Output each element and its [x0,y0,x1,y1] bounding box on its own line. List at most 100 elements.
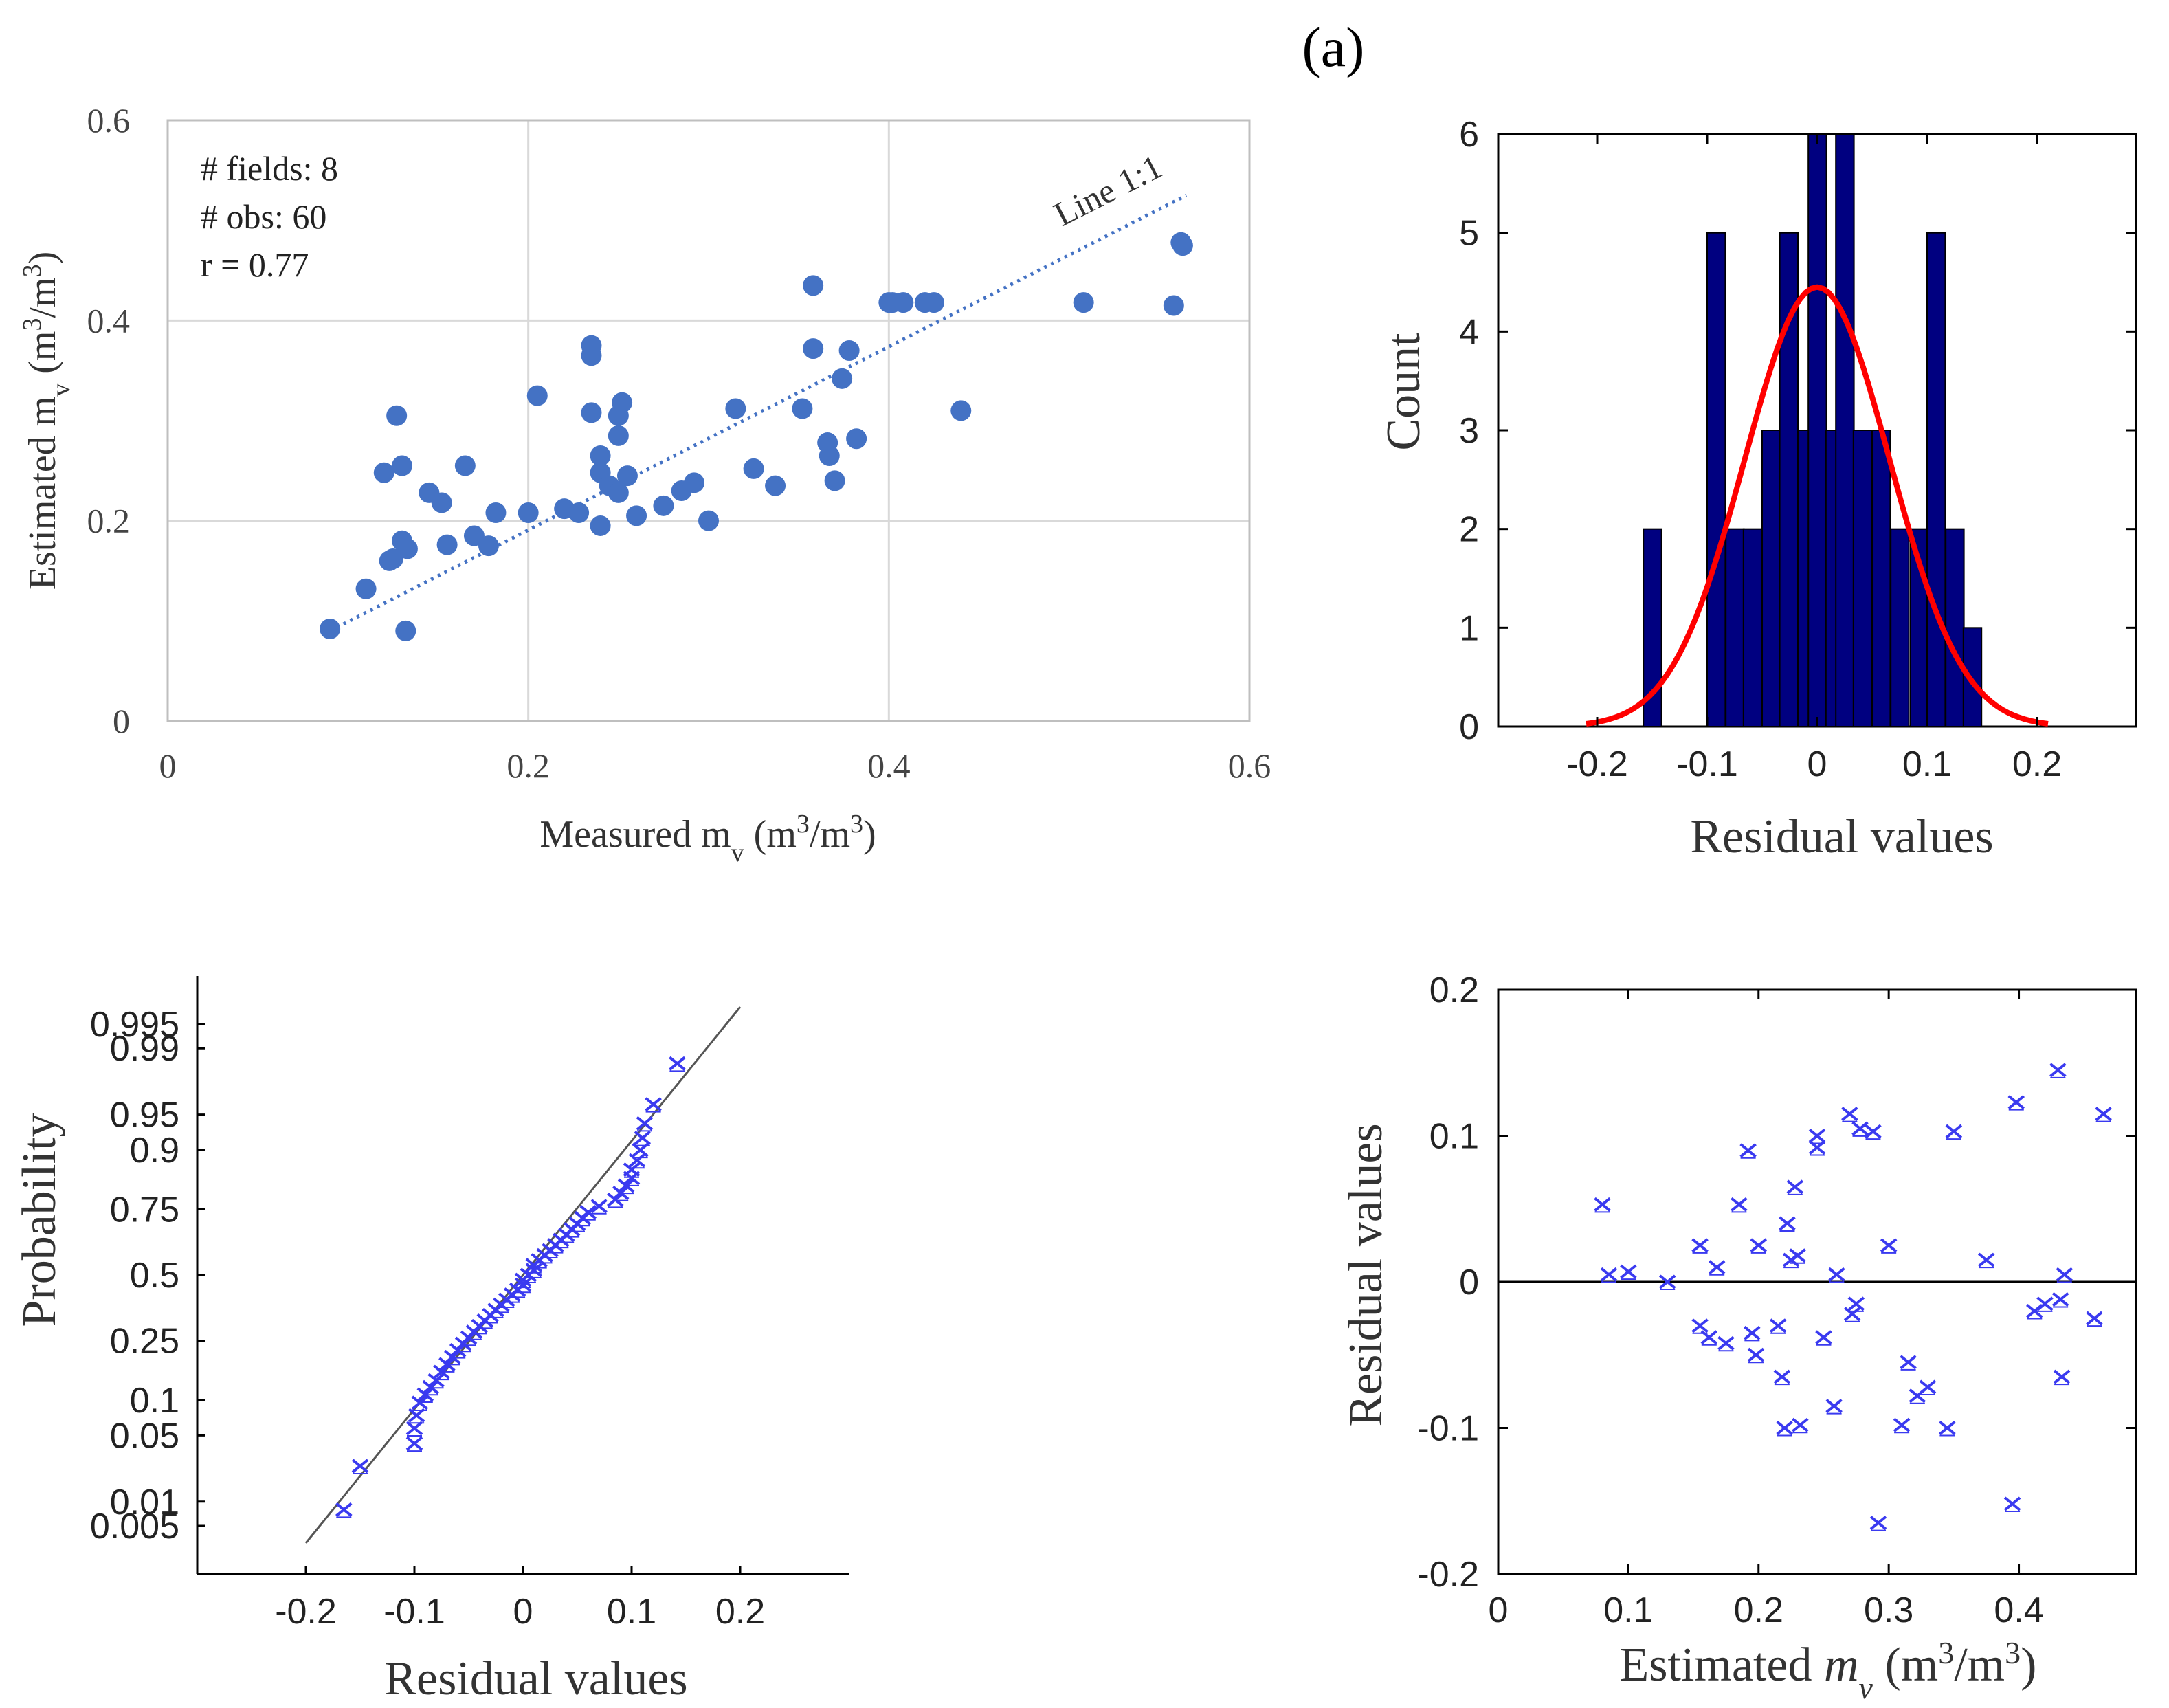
scatter-point [454,455,476,476]
scatter-x-tick-label: 0.6 [1228,746,1271,785]
scatter-point [803,275,824,296]
residual-point [1825,1399,1843,1415]
scatter-ylabel-sup1: 3 [18,318,47,331]
residual-xlabel-unit-end: ) [2021,1639,2036,1692]
residual-point [2086,1311,2103,1327]
histogram-bar [1725,528,1745,728]
residual-y-tick-label: 0 [1459,1263,1479,1302]
histogram-bar [1643,528,1662,728]
probability-y-tick-label: 0.99 [110,1029,179,1069]
residual-point [1750,1238,1768,1254]
histogram-normal-curve [1586,284,2049,727]
probability-y-tick-label: 0.25 [110,1322,179,1362]
histogram-bar [1871,430,1891,727]
scatter-x-tick-label: 0.4 [867,746,911,785]
probability-point [405,1421,423,1437]
scatter-ylabel-unit-pre: (m [21,331,64,384]
scatter-xlabel-unit-end: ) [863,813,876,856]
residual-point [2007,1095,2025,1111]
residual-point [1739,1143,1757,1159]
residual-point [1893,1417,1911,1434]
residual-point [2049,1063,2067,1078]
probability-point [335,1502,353,1518]
residual-point [2053,1369,2071,1386]
residual-point [1747,1347,1765,1364]
histogram-x-tick-label: 0.2 [2012,744,2062,784]
probability-x-tick-label: 0 [513,1592,533,1632]
probability-y-tick-label: 0.1 [130,1381,179,1421]
scatter-point [382,548,403,570]
scatter-point [526,385,548,406]
histogram-bar [1761,430,1781,727]
probability-point [405,1436,423,1452]
histogram-y-tick-label: 1 [1459,608,1479,648]
residual-x-tick-label: 0.1 [1603,1590,1653,1630]
histogram-bar [1852,430,1873,727]
scatter-point [765,475,786,496]
probability-y-tick-label: 0.01 [110,1483,179,1522]
scatter-point [743,458,764,479]
residual-point [1691,1238,1709,1254]
residual-y-tick-labels: -0.2 -0.1 0 0.1 0.2 [1417,971,1479,1595]
scatter-point [392,455,413,476]
scatter-point [581,345,602,366]
scatter-point [684,472,705,493]
scatter-point [923,292,944,313]
probability-x-axis-label: Residual values [384,1652,687,1705]
scatter-point [653,495,674,516]
residual-point [1792,1417,1809,1434]
probability-ticks [197,1023,742,1574]
scatter-point [518,502,539,524]
residual-point [1776,1420,1793,1437]
scatter-line-label: Line 1:1 [1048,147,1168,234]
residual-point [1773,1369,1791,1386]
scatter-point [395,620,416,641]
residual-point [1700,1330,1718,1346]
residual-x-tick-label: 0 [1489,1590,1509,1630]
residual-point [1843,1307,1861,1322]
scatter-y-tick-label: 0.4 [87,301,131,340]
scatter-point [803,338,824,359]
residual-point [1919,1379,1937,1395]
probability-point [636,1116,654,1132]
probability-point [408,1408,425,1424]
scatter-ylabel-sup2: 3 [18,264,47,277]
scatter-xlabel-sup2: 3 [850,810,863,839]
probability-point [351,1459,369,1474]
scatter-point [386,405,408,426]
residual-point [1808,1128,1826,1144]
histogram-y-tick-label: 0 [1459,707,1479,747]
scatter-point [832,368,853,389]
residual-y-tick-label: -0.2 [1417,1555,1479,1595]
histogram-bar [1742,528,1763,728]
scatter-ylabel-unit-mid: /m [21,277,64,318]
scatter-point [568,502,590,524]
scatter-x-tick-label: 0 [159,746,177,785]
residual-xlabel-unit-mid: /m [1954,1639,2005,1692]
residual-x-tick-labels: 0 0.1 0.2 0.3 0.4 [1489,1590,2044,1630]
residual-point [1945,1124,1963,1140]
scatter-y-tick-label: 0.6 [87,101,131,140]
residual-x-tick-label: 0.4 [1994,1590,2043,1630]
residual-point [1977,1252,1995,1269]
scatter-point [373,462,394,483]
residual-point [1865,1124,1882,1140]
residual-y-axis-label: Residual values [1339,1123,1392,1426]
residual-point [1600,1267,1618,1283]
scatter-point [1163,295,1184,316]
probability-point [623,1162,641,1178]
histogram-x-tick-label: 0 [1808,744,1827,784]
scatter-point [838,340,860,362]
probability-y-tick-label: 0.95 [110,1096,179,1135]
residual-xlabel-sup1: 3 [1938,1635,1954,1670]
histogram-y-tick-label: 5 [1459,214,1479,254]
probability-y-tick-label: 0.5 [130,1256,179,1296]
probability-point [634,1131,652,1146]
scatter-point [478,535,499,557]
histogram-y-tick-label: 4 [1459,312,1479,352]
residual-point [1815,1330,1832,1346]
histogram-bar [1926,232,1946,727]
probability-reference-line [304,1006,742,1544]
histogram-x-tick-label: -0.1 [1676,744,1738,784]
scatter-y-tick-label: 0 [113,702,130,740]
